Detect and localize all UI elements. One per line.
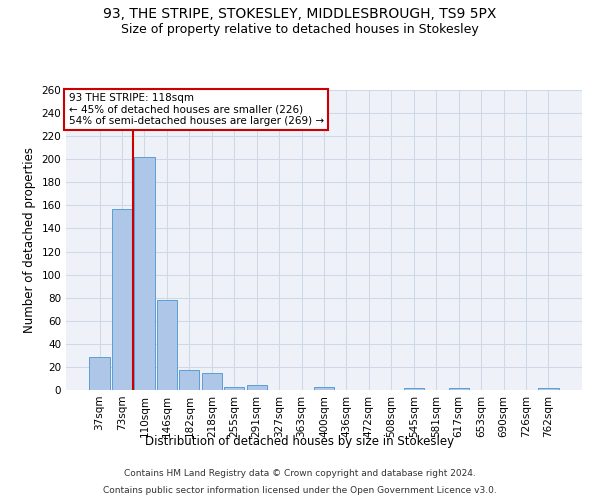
Y-axis label: Number of detached properties: Number of detached properties xyxy=(23,147,36,333)
Bar xyxy=(112,209,132,390)
Bar xyxy=(247,386,267,390)
Bar xyxy=(314,386,334,390)
Text: Contains HM Land Registry data © Crown copyright and database right 2024.: Contains HM Land Registry data © Crown c… xyxy=(124,468,476,477)
Text: Contains public sector information licensed under the Open Government Licence v3: Contains public sector information licen… xyxy=(103,486,497,495)
Text: Distribution of detached houses by size in Stokesley: Distribution of detached houses by size … xyxy=(145,435,455,448)
Bar xyxy=(202,372,222,390)
Text: 93 THE STRIPE: 118sqm
← 45% of detached houses are smaller (226)
54% of semi-det: 93 THE STRIPE: 118sqm ← 45% of detached … xyxy=(68,93,324,126)
Bar xyxy=(404,388,424,390)
Bar xyxy=(179,370,199,390)
Bar xyxy=(224,386,244,390)
Bar xyxy=(538,388,559,390)
Text: 93, THE STRIPE, STOKESLEY, MIDDLESBROUGH, TS9 5PX: 93, THE STRIPE, STOKESLEY, MIDDLESBROUGH… xyxy=(103,8,497,22)
Bar xyxy=(157,300,177,390)
Text: Size of property relative to detached houses in Stokesley: Size of property relative to detached ho… xyxy=(121,22,479,36)
Bar xyxy=(89,356,110,390)
Bar xyxy=(134,157,155,390)
Bar xyxy=(449,388,469,390)
